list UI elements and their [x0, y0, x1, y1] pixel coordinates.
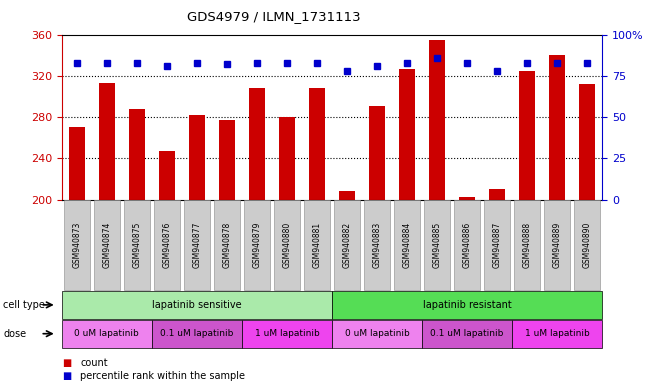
Text: GSM940876: GSM940876	[162, 222, 171, 268]
Text: lapatinib sensitive: lapatinib sensitive	[152, 300, 242, 310]
Bar	[249, 88, 265, 200]
Text: count: count	[80, 358, 107, 368]
Text: GSM940888: GSM940888	[523, 222, 532, 268]
Text: dose: dose	[3, 329, 27, 339]
Bar	[339, 191, 355, 200]
Text: 1 uM lapatinib: 1 uM lapatinib	[525, 329, 590, 338]
Text: GSM940882: GSM940882	[342, 222, 352, 268]
Text: GSM940884: GSM940884	[402, 222, 411, 268]
Bar	[68, 127, 85, 200]
Text: GSM940877: GSM940877	[193, 222, 201, 268]
Text: GSM940878: GSM940878	[223, 222, 232, 268]
Text: GSM940881: GSM940881	[312, 222, 322, 268]
Text: GSM940880: GSM940880	[283, 222, 292, 268]
Text: GSM940890: GSM940890	[583, 222, 592, 268]
Bar	[279, 117, 296, 200]
Bar	[429, 40, 445, 200]
Text: GDS4979 / ILMN_1731113: GDS4979 / ILMN_1731113	[187, 10, 360, 23]
Text: 1 uM lapatinib: 1 uM lapatinib	[255, 329, 320, 338]
Text: GSM940886: GSM940886	[463, 222, 471, 268]
Text: lapatinib resistant: lapatinib resistant	[422, 300, 512, 310]
Text: GSM940887: GSM940887	[493, 222, 502, 268]
Bar	[309, 88, 326, 200]
Text: GSM940889: GSM940889	[553, 222, 562, 268]
Text: ■: ■	[62, 371, 71, 381]
Bar	[129, 109, 145, 200]
Text: 0.1 uM lapatinib: 0.1 uM lapatinib	[160, 329, 234, 338]
Text: ■: ■	[62, 358, 71, 368]
Text: 0 uM lapatinib: 0 uM lapatinib	[344, 329, 409, 338]
Text: GSM940874: GSM940874	[102, 222, 111, 268]
Bar	[159, 151, 175, 200]
Text: GSM940873: GSM940873	[72, 222, 81, 268]
Text: GSM940879: GSM940879	[253, 222, 262, 268]
Bar	[219, 120, 235, 200]
Bar	[368, 106, 385, 200]
Text: cell type: cell type	[3, 300, 45, 310]
Text: 0.1 uM lapatinib: 0.1 uM lapatinib	[430, 329, 504, 338]
Bar	[579, 84, 596, 200]
Bar	[549, 55, 566, 200]
Text: GSM940875: GSM940875	[132, 222, 141, 268]
Bar	[519, 71, 535, 200]
Bar	[489, 189, 505, 200]
Text: percentile rank within the sample: percentile rank within the sample	[80, 371, 245, 381]
Text: GSM940883: GSM940883	[372, 222, 381, 268]
Bar	[399, 69, 415, 200]
Text: GSM940885: GSM940885	[432, 222, 441, 268]
Bar	[459, 197, 475, 200]
Bar	[98, 83, 115, 200]
Bar	[189, 115, 205, 200]
Text: 0 uM lapatinib: 0 uM lapatinib	[74, 329, 139, 338]
